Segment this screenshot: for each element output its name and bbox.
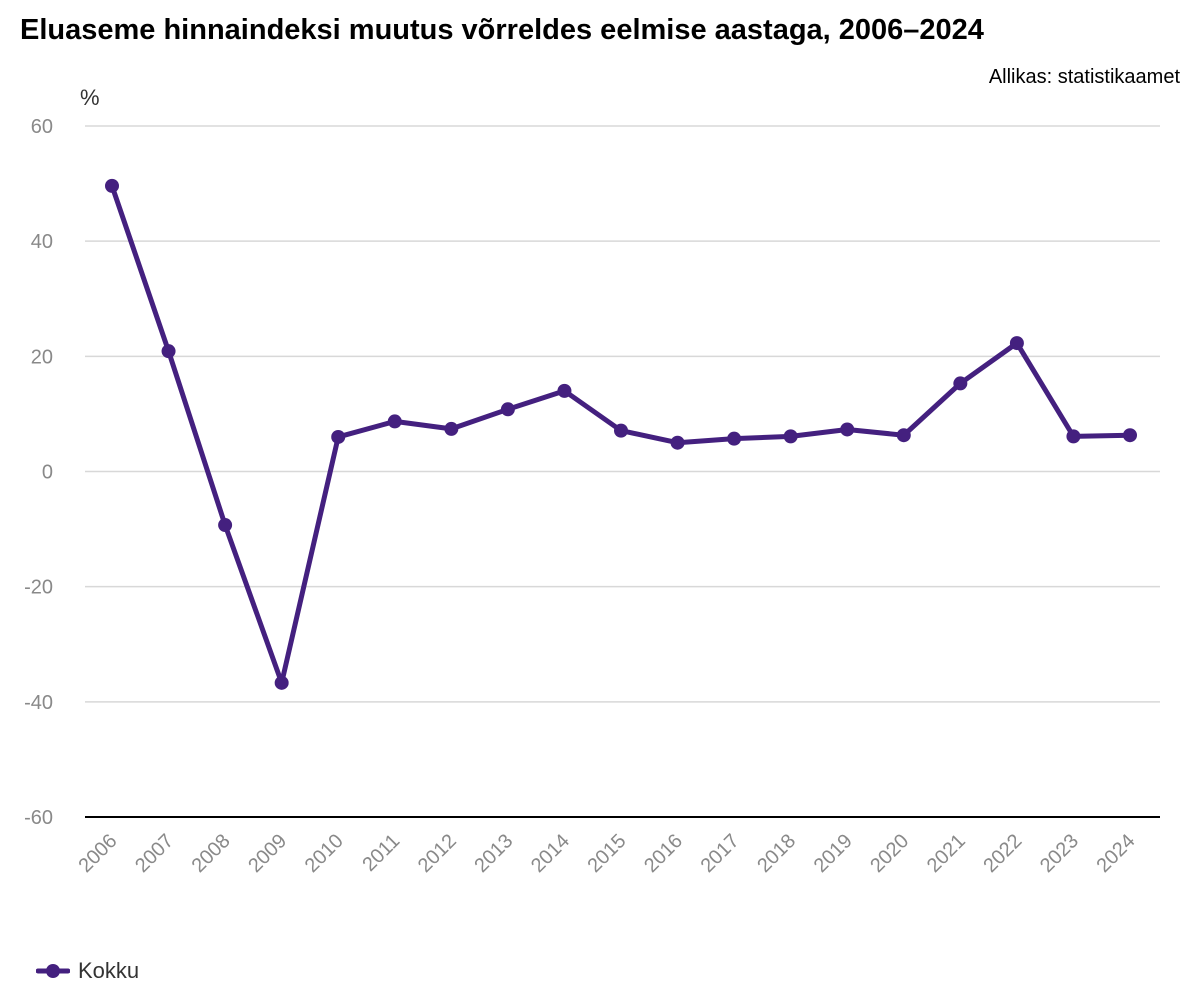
y-tick-label: 20 — [31, 346, 53, 368]
x-tick-label: 2024 — [1093, 830, 1140, 877]
y-tick-label: -20 — [24, 577, 53, 599]
y-axis-unit-label: % — [80, 85, 100, 110]
x-tick-label: 2007 — [131, 830, 178, 877]
gridlines — [85, 125, 1160, 818]
x-tick-label: 2009 — [244, 830, 291, 877]
legend-marker-icon — [36, 964, 70, 978]
data-point[interactable] — [557, 383, 572, 398]
x-tick-label: 2012 — [414, 830, 461, 877]
y-tick-label: 40 — [31, 231, 53, 253]
chart-title: Eluaseme hinnaindeksi muutus võrreldes e… — [20, 14, 984, 46]
x-tick-label: 2011 — [358, 830, 404, 876]
data-point[interactable] — [953, 376, 968, 391]
y-tick-label: -40 — [24, 692, 53, 714]
y-tick-label: -60 — [24, 807, 53, 829]
x-axis-ticks: 2006 2007 2008 2009 2010 2011 2012 2013 2014 2015… — [75, 830, 1140, 877]
data-point[interactable] — [670, 435, 685, 450]
data-point[interactable] — [161, 344, 176, 359]
x-tick-label: 2008 — [188, 830, 235, 877]
x-tick-label: 2018 — [753, 830, 800, 877]
data-point[interactable] — [1066, 429, 1081, 444]
x-tick-label: 2014 — [527, 830, 574, 877]
legend-item-kokku[interactable]: Kokku — [78, 958, 140, 983]
data-point[interactable] — [783, 429, 798, 444]
data-point[interactable] — [1123, 428, 1137, 443]
data-point[interactable] — [274, 675, 289, 690]
y-axis-ticks: 60 40 20 0 -20 -40 -60 — [24, 116, 53, 829]
data-point[interactable] — [387, 414, 402, 429]
x-tick-label: 2019 — [810, 830, 857, 877]
data-point[interactable] — [614, 423, 628, 438]
x-tick-label: 2023 — [1036, 830, 1083, 877]
y-tick-label: 60 — [31, 116, 53, 138]
x-tick-label: 2022 — [979, 830, 1026, 877]
x-tick-label: 2021 — [923, 830, 970, 877]
x-tick-label: 2017 — [697, 830, 744, 877]
source-note: Allikas: statistikaamet — [988, 66, 1180, 88]
x-tick-label: 2006 — [75, 830, 122, 877]
series-layer — [105, 178, 1137, 690]
data-point[interactable] — [727, 431, 742, 446]
legend: Kokku — [36, 958, 139, 984]
data-point[interactable] — [444, 421, 459, 436]
data-point[interactable] — [218, 518, 233, 533]
data-point[interactable] — [840, 422, 855, 437]
data-point[interactable] — [500, 402, 515, 417]
y-tick-label: 0 — [42, 462, 53, 484]
x-tick-label: 2020 — [866, 830, 913, 877]
data-point[interactable] — [331, 429, 346, 444]
x-tick-label: 2013 — [470, 830, 517, 877]
data-point[interactable] — [1009, 336, 1024, 351]
x-tick-label: 2016 — [640, 830, 687, 877]
x-tick-label: 2015 — [584, 830, 631, 877]
data-point[interactable] — [105, 178, 119, 193]
data-point[interactable] — [896, 428, 911, 443]
x-tick-label: 2010 — [301, 830, 348, 877]
